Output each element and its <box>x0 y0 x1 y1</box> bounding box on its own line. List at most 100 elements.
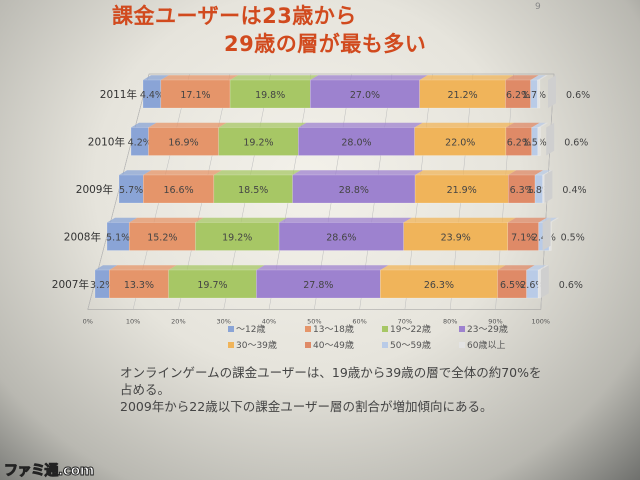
bar-segment <box>278 222 404 251</box>
bar-segment-top <box>535 170 551 175</box>
data-label: 23.9% <box>441 233 471 244</box>
data-label: 0.6% <box>564 138 588 149</box>
data-label: 6.2% <box>506 90 530 101</box>
data-label: 27.0% <box>350 90 380 101</box>
bar-segment-top <box>109 265 177 270</box>
bar-segment-top <box>507 217 547 223</box>
bar-segment-top <box>95 265 118 270</box>
legend-item: 40～49歳 <box>305 338 374 351</box>
bar-segment-top <box>505 122 540 128</box>
legend-swatch <box>382 341 388 348</box>
bar-segment-top <box>148 122 227 128</box>
data-label: 19.2% <box>222 233 252 244</box>
bar-segment-top <box>143 75 169 80</box>
legend-swatch <box>228 325 234 332</box>
bar-segment-top <box>538 265 549 270</box>
data-label: 0.6% <box>559 280 583 291</box>
bar-segment <box>118 174 144 204</box>
data-label: 1.7% <box>522 90 546 101</box>
data-label: 28.0% <box>341 138 371 149</box>
bar-segment-top <box>195 217 288 223</box>
x-tick-label: 0% <box>83 318 93 326</box>
bar-segment-top <box>380 265 506 270</box>
slide-number: 9 <box>535 2 541 12</box>
bar-end-cap <box>548 75 556 108</box>
bar-segment <box>292 174 416 204</box>
bar-segment-top <box>419 75 514 80</box>
data-label: 26.3% <box>424 280 454 291</box>
data-label: 0.6% <box>566 90 590 101</box>
data-label: 7.1% <box>511 233 535 244</box>
data-label: 16.6% <box>163 185 193 196</box>
data-label: 28.8% <box>339 185 369 196</box>
bar-segment-top <box>279 217 412 223</box>
bar-segment-top <box>497 265 535 270</box>
data-label: 0.4% <box>562 185 586 196</box>
legend-label: 60歳以上 <box>467 341 506 351</box>
chart-legend: ～12歳 13～18歳 19～22歳 23～29歳 30～39歳 40～49歳 50～59歳… <box>228 322 528 351</box>
bar-segment <box>414 127 507 156</box>
category-label: 2010年 <box>88 136 125 149</box>
data-label: 5.1% <box>106 233 130 244</box>
bar-end-cap <box>546 122 555 156</box>
bar-segment-top <box>549 217 560 223</box>
legend-item: 13～18歳 <box>305 322 374 335</box>
slide-title-line-2: 29歳の層が最も多い <box>224 32 427 56</box>
bar-segment <box>168 269 257 299</box>
x-tick-label: 20% <box>171 318 185 326</box>
bar-segment <box>507 174 536 204</box>
data-label: 28.6% <box>326 233 356 244</box>
bar-segment <box>128 222 196 251</box>
data-label: 5.7% <box>119 185 143 196</box>
bar-segment-top <box>542 170 553 175</box>
bar-segment-top <box>131 122 157 128</box>
legend-label: 13～18歳 <box>313 325 354 335</box>
category-label: 2009年 <box>76 183 113 196</box>
bar-segment <box>213 174 293 204</box>
bar-segment <box>537 269 542 299</box>
bar-segment-top <box>213 170 301 175</box>
data-label: 22.0% <box>445 138 475 149</box>
bar-segment-top <box>168 265 265 270</box>
legend-label: 50～59歳 <box>390 341 431 351</box>
legend-swatch <box>305 341 311 348</box>
data-label: 2.6% <box>520 280 544 291</box>
legend-item: 19～22歳 <box>382 322 451 335</box>
data-label: 21.2% <box>447 90 477 101</box>
x-tick-label: 50% <box>307 318 321 326</box>
legend-item: 23～29歳 <box>459 322 528 335</box>
legend-swatch <box>459 325 465 332</box>
data-label: 4.4% <box>140 90 164 101</box>
bar-segment-top <box>414 122 514 128</box>
slide-caption: オンラインゲームの課金ユーザーは、19歳から39歳の層で全体の約70%を 占める… <box>120 364 590 415</box>
x-tick-label: 60% <box>352 318 366 326</box>
legend-label: 40～49歳 <box>313 341 354 351</box>
legend-swatch <box>459 341 465 348</box>
bar-segment-top <box>160 75 239 80</box>
bar-segment <box>507 222 539 251</box>
bar-segment <box>403 222 509 251</box>
bar-segment-top <box>403 217 516 223</box>
legend-swatch <box>305 325 311 332</box>
bar-segment-top <box>530 75 546 80</box>
data-label: 6.5% <box>500 280 524 291</box>
legend-item: 50～59歳 <box>382 338 451 351</box>
bar-segment-top <box>230 75 319 80</box>
x-tick-label: 90% <box>488 318 502 326</box>
legend-item: 30～39歳 <box>228 338 297 351</box>
data-label: 4.2% <box>128 138 152 149</box>
category-label: 2007年 <box>52 278 89 291</box>
bar-segment-top <box>537 122 549 128</box>
x-tick-label: 80% <box>443 318 457 326</box>
bar-segment <box>537 79 541 109</box>
bar-end-cap <box>540 265 549 298</box>
bar-segment-top <box>292 170 424 175</box>
legend-item: 60歳以上 <box>459 338 528 351</box>
legend-item: ～12歳 <box>228 322 297 335</box>
bar-segment-top <box>537 75 548 80</box>
x-tick-label: 40% <box>262 318 276 326</box>
slide-title-line-1: 課金ユーザーは23歳から <box>112 4 357 28</box>
bar-segment <box>380 269 498 299</box>
caption-line-3: 2009年から22歳以下の課金ユーザー層の割合が増加傾向にある。 <box>120 399 493 414</box>
